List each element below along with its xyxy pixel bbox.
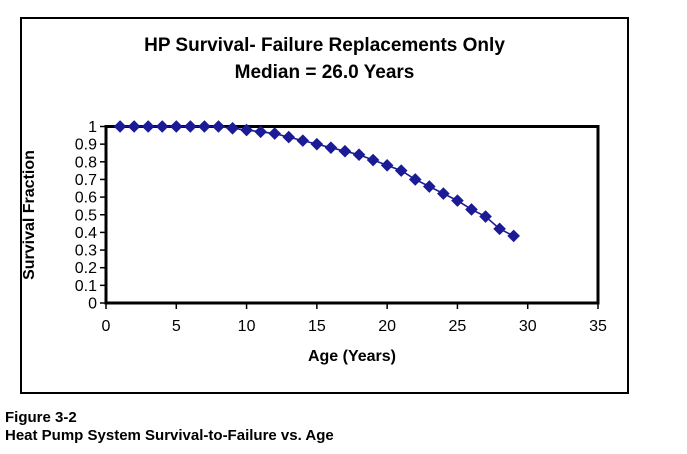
data-point	[212, 120, 225, 133]
y-axis-title: Survival Fraction	[21, 150, 38, 280]
data-point	[127, 120, 141, 133]
x-tick-label: 0	[102, 318, 111, 335]
data-point	[226, 121, 239, 135]
y-tick-label: 0.2	[75, 260, 97, 277]
data-point	[380, 159, 394, 172]
x-tick-label: 25	[449, 318, 467, 335]
data-point	[394, 164, 408, 177]
y-tick-label: 0.5	[75, 207, 97, 224]
data-point	[310, 137, 324, 151]
x-tick-label: 15	[308, 318, 326, 335]
chart-title: HP Survival- Failure Replacements Only M…	[20, 32, 629, 86]
x-tick-label: 5	[172, 318, 181, 335]
data-point	[437, 187, 450, 200]
data-point	[296, 134, 310, 147]
data-point	[282, 130, 296, 144]
y-tick-label: 0	[88, 296, 97, 313]
data-point	[338, 144, 352, 158]
data-point	[169, 120, 183, 133]
data-point	[423, 180, 436, 193]
y-tick-label: 0.6	[75, 190, 97, 207]
figure-box	[20, 17, 629, 394]
y-tick-label: 0.3	[75, 243, 97, 260]
x-tick-label: 30	[519, 318, 537, 335]
data-point	[366, 153, 380, 167]
data-point	[240, 123, 253, 137]
data-point	[268, 127, 281, 140]
figure-caption: Figure 3-2 Heat Pump System Survival-to-…	[5, 409, 334, 445]
plot-border	[104, 125, 600, 305]
data-point	[113, 120, 127, 133]
y-tick-label: 0.7	[75, 172, 97, 189]
figure-caption-title: Heat Pump System Survival-to-Failure vs.…	[5, 427, 334, 444]
y-tick-label: 0.4	[75, 225, 97, 242]
data-point	[507, 229, 520, 243]
data-point	[184, 120, 197, 133]
x-tick-label: 35	[589, 318, 607, 335]
data-point	[493, 222, 506, 236]
figure-caption-label: Figure 3-2	[5, 409, 77, 426]
chart-title-line1: HP Survival- Failure Replacements Only	[144, 35, 505, 56]
x-tick-label: 20	[378, 318, 396, 335]
y-tick-label: 0.8	[75, 154, 97, 171]
y-tick-label: 0.1	[75, 278, 97, 295]
data-point	[155, 120, 169, 133]
data-point	[451, 194, 464, 207]
data-point	[198, 120, 211, 133]
data-point	[465, 203, 478, 216]
chart-title-line2: Median = 26.0 Years	[234, 62, 415, 83]
data-point	[324, 141, 338, 154]
x-axis-title: Age (Years)	[307, 348, 397, 365]
x-tick-label: 10	[238, 318, 256, 335]
y-tick-label: 0.9	[75, 137, 97, 154]
y-tick-label: 1	[88, 119, 97, 136]
data-point	[254, 125, 267, 139]
data-point	[479, 210, 492, 223]
data-point	[141, 120, 155, 133]
data-point	[408, 173, 422, 186]
data-point	[352, 148, 366, 162]
